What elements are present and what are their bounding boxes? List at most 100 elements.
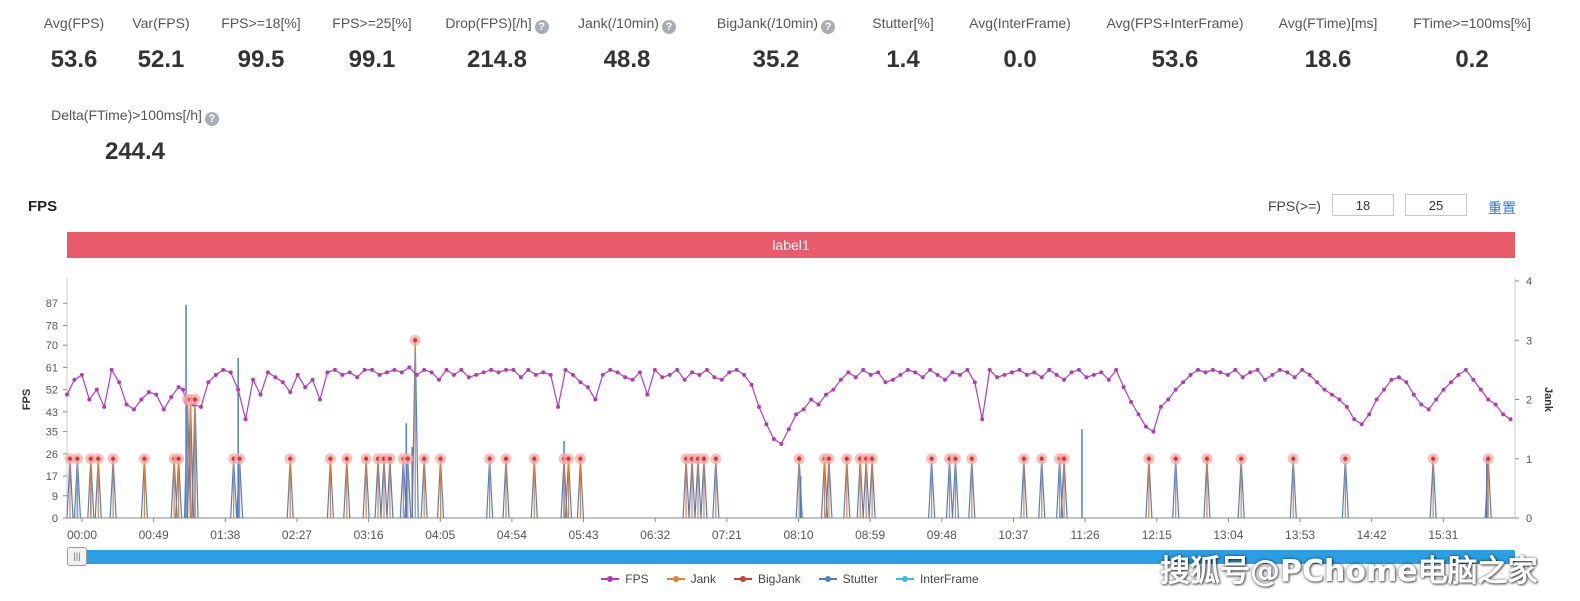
fps-point xyxy=(1493,402,1498,407)
fps-point xyxy=(1419,402,1424,407)
fps-point xyxy=(846,370,851,375)
x-tick-label: 06:32 xyxy=(640,528,670,542)
fps-point xyxy=(1501,412,1506,417)
fps-point xyxy=(169,395,174,400)
fps-point xyxy=(1099,370,1104,375)
fps-point xyxy=(1411,392,1416,397)
fps-point xyxy=(72,377,77,382)
fps-threshold-input-1[interactable] xyxy=(1332,194,1394,216)
jank-marker xyxy=(288,456,293,461)
fps-point xyxy=(1404,380,1409,385)
fps-point xyxy=(1024,372,1029,377)
stat-label-text: BigJank(/10min) xyxy=(716,15,819,31)
x-tick-label: 14:42 xyxy=(1357,528,1387,542)
fps-point xyxy=(697,372,702,377)
stat-label: Var(FPS) xyxy=(61,14,261,32)
x-tick-label: 04:54 xyxy=(497,528,527,542)
stat-7: Stutter[%] 1.4 xyxy=(803,14,1003,74)
fps-point xyxy=(206,380,211,385)
fps-point xyxy=(303,385,308,390)
legend-label: Jank xyxy=(690,572,716,586)
jank-marker xyxy=(75,456,80,461)
x-tick-label: 02:27 xyxy=(282,528,312,542)
fps-point xyxy=(422,367,427,372)
stat-label-text: Var(FPS) xyxy=(132,15,190,31)
fps-point xyxy=(838,377,843,382)
fps-point xyxy=(1054,372,1059,377)
fps-point xyxy=(1084,375,1089,380)
jank-marker xyxy=(1146,456,1152,461)
y2-tick-label: 0 xyxy=(1526,513,1532,525)
fps-point xyxy=(831,387,836,392)
fps-point xyxy=(816,402,821,407)
stat-label-text: Drop(FPS)[/h] xyxy=(445,15,532,31)
legend-label: FPS xyxy=(625,572,649,586)
fps-point xyxy=(1188,372,1193,377)
label-bar[interactable]: label1 xyxy=(67,232,1515,258)
fps-point xyxy=(474,372,479,377)
fps-point xyxy=(109,367,114,372)
help-icon[interactable]: ? xyxy=(661,20,676,34)
jank-marker xyxy=(192,397,198,402)
jank-marker xyxy=(176,456,181,461)
legend-item-jank[interactable]: Jank xyxy=(666,572,716,586)
stat-label: Stutter[%] xyxy=(803,14,1003,32)
jank-marker xyxy=(88,456,94,461)
jank-marker xyxy=(1430,456,1436,461)
time-range-slider[interactable] xyxy=(67,550,1515,564)
legend-swatch xyxy=(733,574,752,584)
fps-point xyxy=(1344,404,1349,409)
fps-point xyxy=(1136,412,1141,417)
jank-marker xyxy=(1204,456,1210,461)
fps-point xyxy=(779,441,784,446)
fps-point xyxy=(1166,397,1171,402)
fps-point xyxy=(1114,367,1119,372)
fps-point xyxy=(1255,367,1260,372)
fps-point xyxy=(995,375,1000,380)
legend-swatch xyxy=(818,574,837,584)
fps-point xyxy=(928,367,933,372)
fps-point xyxy=(131,407,136,412)
help-icon[interactable]: ? xyxy=(534,20,549,34)
jank-marker xyxy=(844,456,850,461)
stat-value: 0.0 xyxy=(1003,46,1037,73)
fps-point xyxy=(898,372,903,377)
stat-value: 35.2 xyxy=(752,46,800,73)
fps-point xyxy=(251,377,256,382)
legend-item-interframe[interactable]: InterFrame xyxy=(896,572,979,586)
jank-marker xyxy=(1343,456,1348,461)
stat-value: 52.1 xyxy=(137,46,185,73)
legend-item-fps[interactable]: FPS xyxy=(601,572,649,586)
fps-point xyxy=(370,367,375,372)
help-icon[interactable]: ? xyxy=(821,20,836,34)
fps-point xyxy=(1337,397,1342,402)
fps-threshold-input-2[interactable] xyxy=(1405,194,1467,216)
fps-point xyxy=(213,372,218,377)
fps-point xyxy=(1396,375,1401,380)
y-axis-label: FPS xyxy=(21,389,33,410)
slider-handle[interactable]: ||| xyxy=(67,547,87,566)
fps-point xyxy=(1233,367,1238,372)
fps-point xyxy=(1009,370,1014,375)
fps-point xyxy=(65,392,69,397)
x-tick-label: 13:53 xyxy=(1285,528,1315,542)
jank-marker xyxy=(503,456,509,461)
fps-point xyxy=(1076,367,1081,372)
fps-point xyxy=(1359,422,1364,427)
help-icon[interactable]: ? xyxy=(204,112,219,126)
x-tick-label: 05:43 xyxy=(569,528,599,542)
legend-item-stutter[interactable]: Stutter xyxy=(818,572,878,586)
stat-label-text: Delta(FTime)>100ms[/h] xyxy=(51,107,202,123)
fps-point xyxy=(801,407,806,412)
legend-item-bigjank[interactable]: BigJank xyxy=(733,572,801,586)
y-tick-label: 87 xyxy=(46,298,58,310)
stat-9: Avg(FPS+InterFrame) 53.6 xyxy=(1075,14,1275,74)
stat-value: 53.6 xyxy=(50,46,98,73)
fps-point xyxy=(1210,367,1215,372)
stat-value: 244.4 xyxy=(104,138,166,165)
fps-point xyxy=(459,367,464,372)
fps-point xyxy=(600,372,605,377)
jank-marker xyxy=(1021,456,1027,461)
fps-point xyxy=(1032,370,1037,375)
reset-link[interactable]: 重置 xyxy=(1488,200,1516,216)
